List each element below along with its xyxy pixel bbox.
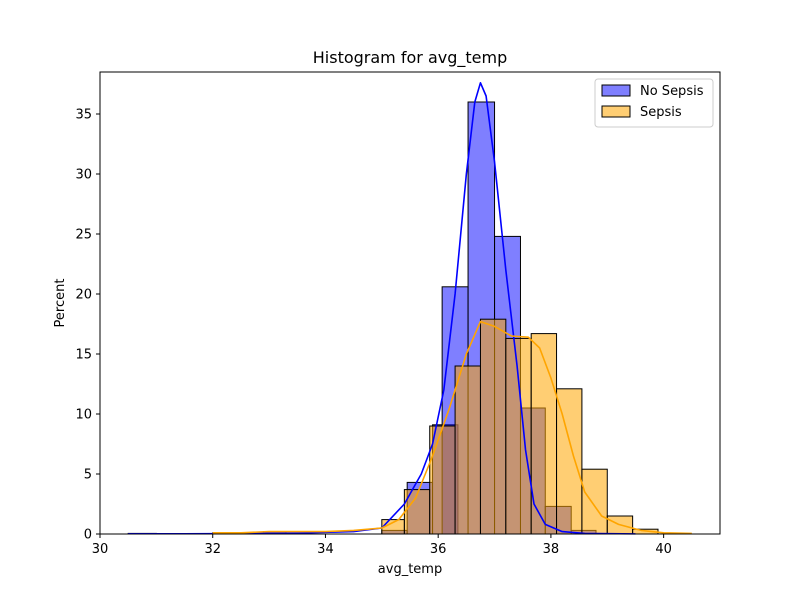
histogram-bar-sepsis-10 — [582, 469, 607, 534]
chart-title: Histogram for avg_temp — [313, 48, 507, 68]
legend-label-no-sepsis: No Sepsis — [640, 84, 704, 99]
y-tick-label-35: 35 — [75, 108, 92, 123]
y-tick-label-5: 5 — [84, 468, 92, 483]
y-tick-label-30: 30 — [75, 168, 92, 183]
legend-swatch-no-sepsis — [602, 85, 630, 96]
histogram-bar-sepsis-5 — [455, 366, 480, 534]
histogram-bar-sepsis-8 — [531, 334, 556, 534]
legend-swatch-sepsis — [602, 106, 630, 117]
x-tick-label-34: 34 — [317, 542, 334, 557]
legend-label-sepsis: Sepsis — [640, 105, 682, 120]
histogram-bar-sepsis-7 — [506, 338, 531, 534]
x-tick-label-30: 30 — [92, 542, 109, 557]
y-tick-label-20: 20 — [75, 288, 92, 303]
x-tick-label-36: 36 — [430, 542, 447, 557]
y-tick-label-0: 0 — [84, 528, 92, 543]
y-tick-label-10: 10 — [75, 408, 92, 423]
x-axis-label: avg_temp — [378, 562, 442, 577]
y-tick-label-25: 25 — [75, 228, 92, 243]
x-tick-label-40: 40 — [655, 542, 672, 557]
y-axis-label: Percent — [53, 279, 68, 328]
y-tick-label-15: 15 — [75, 348, 92, 363]
histogram-bar-sepsis-6 — [480, 319, 505, 534]
legend: No Sepsis Sepsis — [595, 79, 713, 127]
x-tick-label-32: 32 — [204, 542, 221, 557]
x-tick-label-38: 38 — [543, 542, 560, 557]
